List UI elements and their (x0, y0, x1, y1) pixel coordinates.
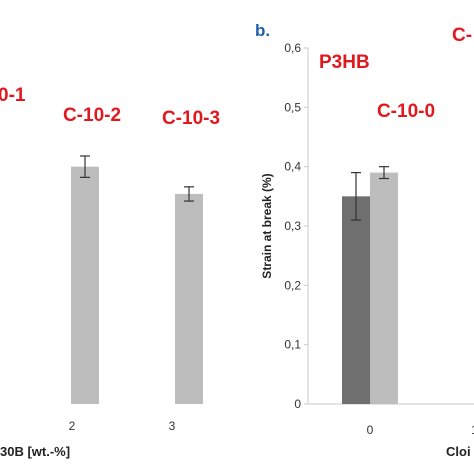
annotation-c-10-1: 0-1 (0, 85, 26, 106)
x-tick-label-3: 3 (169, 419, 176, 433)
bar-2 (71, 166, 99, 404)
annotation-c-10-3: C-10-3 (162, 108, 220, 129)
y-tick-label: 0 (294, 397, 301, 411)
y-axis-ticks: 0 0,1 0,2 0,3 0,4 0,5 0,6 (284, 41, 308, 411)
y-axis-title: Strain at break (%) (260, 173, 274, 278)
y-tick-label: 0,2 (284, 278, 301, 292)
y-tick-label: 0,3 (284, 219, 301, 233)
panel-b-bars (342, 166, 398, 404)
y-tick-label: 0,4 (284, 160, 301, 174)
y-tick-label: 0,1 (284, 338, 301, 352)
panel-a: 0-1 C-10-2 C-10-3 2 3 30B [wt.-%] (0, 85, 220, 459)
x-axis-title-b: Cloi (446, 444, 471, 459)
annotation-c-10-2: C-10-2 (63, 105, 121, 126)
panel-a-bars (71, 155, 203, 404)
panel-label-b: b. (255, 21, 270, 40)
panel-b: b. 0 0,1 0,2 0,3 0,4 0,5 0,6 Strain at break (… (255, 21, 474, 459)
bar-3 (175, 193, 203, 404)
x-tick-label-1: 1 (471, 423, 474, 437)
x-axis-title-a: 30B [wt.-%] (0, 444, 70, 459)
annotation-c-10-cut: C- (452, 25, 472, 46)
y-tick-label: 0,6 (284, 41, 301, 55)
bar-p3hb (342, 196, 370, 404)
x-tick-label-2: 2 (69, 419, 76, 433)
x-tick-label-0: 0 (367, 423, 374, 437)
y-tick-label: 0,5 (284, 100, 301, 114)
annotation-p3hb: P3HB (319, 52, 370, 73)
annotation-c-10-0: C-10-0 (377, 101, 435, 122)
bar-c-10-0 (370, 172, 398, 404)
